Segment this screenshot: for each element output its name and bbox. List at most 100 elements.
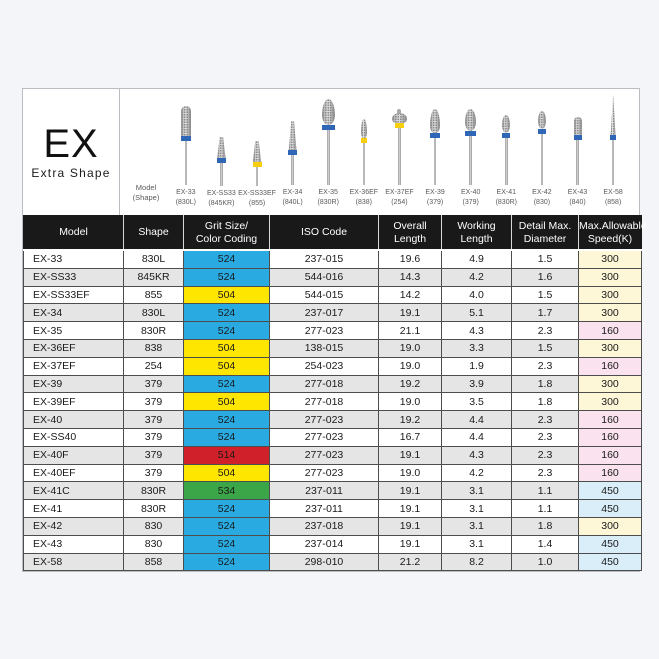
series-name: Extra Shape bbox=[31, 166, 111, 180]
bur-shape-code: (379) bbox=[462, 199, 479, 207]
bur-color-band bbox=[180, 136, 191, 141]
diameter-cell: 1.5 bbox=[511, 338, 579, 358]
model-cell: EX-33 bbox=[23, 249, 124, 269]
bur-illustration bbox=[252, 95, 262, 186]
iso-cell: 138-015 bbox=[269, 338, 379, 358]
model-cell: EX-34 bbox=[23, 303, 124, 323]
bur-illustration bbox=[465, 95, 477, 186]
working-length-cell: 3.1 bbox=[441, 516, 512, 536]
diameter-cell: 1.0 bbox=[511, 552, 579, 572]
working-length-cell: 4.9 bbox=[441, 249, 512, 269]
iso-cell: 298-010 bbox=[269, 552, 379, 572]
bur-illustration bbox=[391, 95, 407, 186]
overall-length-cell: 19.1 bbox=[378, 481, 442, 501]
bur-illustration bbox=[610, 95, 617, 186]
bur-model-name: EX-SS33EF bbox=[238, 189, 276, 197]
bur-figure: EX-36EF (838) bbox=[346, 95, 382, 211]
model-cell: EX-41 bbox=[23, 499, 124, 518]
diameter-cell: 1.8 bbox=[511, 516, 579, 536]
speed-cell: 160 bbox=[578, 427, 642, 447]
bur-model-name: EX-SS33 bbox=[207, 189, 236, 197]
table-row: EX-34 830L 524 237-017 19.1 5.1 1.7 300 bbox=[23, 303, 642, 323]
table-row: EX-37EF 254 504 254-023 19.0 1.9 2.3 160 bbox=[23, 356, 642, 376]
grit-cell: 504 bbox=[183, 338, 270, 358]
model-cell: EX-37EF bbox=[23, 356, 124, 376]
column-header-overall-length: Overall Length bbox=[378, 215, 442, 251]
grit-cell: 504 bbox=[183, 463, 270, 483]
working-length-cell: 3.1 bbox=[441, 481, 512, 501]
bur-gallery: Model (Shape) EX-33 (830L) EX-SS33 (845KR) E… bbox=[120, 89, 639, 215]
bur-label: EX-42 (830) bbox=[532, 185, 551, 211]
bur-shaft bbox=[504, 137, 508, 186]
table-row: EX-58 858 524 298-010 21.2 8.2 1.0 450 bbox=[23, 552, 642, 572]
iso-cell: 237-018 bbox=[269, 516, 379, 536]
speed-cell: 300 bbox=[578, 249, 642, 269]
bur-label: EX-36EF (838) bbox=[350, 185, 378, 211]
bur-label: EX-58 (858) bbox=[603, 185, 622, 211]
shape-cell: 379 bbox=[123, 427, 184, 447]
iso-cell: 277-018 bbox=[269, 392, 379, 412]
diameter-cell: 1.4 bbox=[511, 534, 579, 554]
iso-cell: 237-015 bbox=[269, 249, 379, 269]
bur-label: EX-39 (379) bbox=[425, 185, 444, 211]
bur-shape-code: (858) bbox=[604, 199, 622, 207]
bur-shape-code: (830) bbox=[533, 199, 551, 207]
column-header-grit: Grit Size/ Color Coding bbox=[183, 215, 270, 251]
iso-cell: 254-023 bbox=[269, 356, 379, 376]
bur-model-name: EX-41 bbox=[496, 189, 517, 197]
spec-table-body: EX-33 830L 524 237-015 19.6 4.9 1.5 300 EX-SS33 8… bbox=[23, 249, 642, 572]
bur-figure: EX-43 (840) bbox=[560, 95, 596, 211]
shape-cell: 379 bbox=[123, 410, 184, 429]
overall-length-cell: 19.2 bbox=[378, 410, 442, 429]
bur-figure: EX-58 (858) bbox=[595, 95, 631, 211]
diameter-cell: 1.1 bbox=[511, 499, 579, 518]
diameter-cell: 2.3 bbox=[511, 445, 579, 465]
overall-length-cell: 19.0 bbox=[378, 356, 442, 376]
bur-label: EX-37EF (254) bbox=[385, 185, 413, 211]
table-row: EX-SS33EF 855 504 544-015 14.2 4.0 1.5 300 bbox=[23, 285, 642, 305]
speed-cell: 300 bbox=[578, 374, 642, 394]
speed-cell: 450 bbox=[578, 534, 642, 554]
bur-head-shape bbox=[430, 109, 441, 133]
grit-cell: 504 bbox=[183, 285, 270, 305]
bur-head-shape bbox=[321, 99, 335, 125]
shape-cell: 858 bbox=[123, 552, 184, 572]
speed-cell: 160 bbox=[578, 410, 642, 429]
grit-cell: 524 bbox=[183, 303, 270, 323]
working-length-cell: 3.9 bbox=[441, 374, 512, 394]
shape-cell: 830R bbox=[123, 481, 184, 501]
bur-figure: EX-42 (830) bbox=[524, 95, 560, 211]
speed-cell: 160 bbox=[578, 463, 642, 483]
grit-cell: 524 bbox=[183, 267, 270, 287]
bur-head-shape bbox=[288, 121, 297, 150]
bur-illustration bbox=[430, 95, 441, 186]
bur-figure: EX-41 (830R) bbox=[488, 95, 524, 211]
model-cell: EX-39EF bbox=[23, 392, 124, 412]
overall-length-cell: 21.2 bbox=[378, 552, 442, 572]
bur-shaft bbox=[291, 154, 294, 186]
bur-illustration bbox=[216, 95, 226, 186]
grit-cell: 524 bbox=[183, 249, 270, 269]
bur-model-name: EX-36EF bbox=[349, 189, 379, 197]
shape-cell: 830 bbox=[123, 516, 184, 536]
bur-illustration bbox=[573, 95, 582, 186]
bur-model-name: EX-34 bbox=[282, 189, 303, 197]
bur-illustration bbox=[321, 95, 335, 186]
speed-cell: 300 bbox=[578, 303, 642, 323]
bur-label: EX-34 (840L) bbox=[283, 185, 303, 211]
overall-length-cell: 19.1 bbox=[378, 516, 442, 536]
bur-shaft bbox=[184, 140, 188, 186]
iso-cell: 277-023 bbox=[269, 427, 379, 447]
iso-cell: 277-023 bbox=[269, 463, 379, 483]
table-row: EX-40EF 379 504 277-023 19.0 4.2 2.3 160 bbox=[23, 463, 642, 483]
bur-shape-code: (830R) bbox=[317, 199, 339, 207]
diameter-cell: 1.6 bbox=[511, 267, 579, 287]
speed-cell: 160 bbox=[578, 356, 642, 376]
bur-label: EX-33 (830L) bbox=[176, 185, 196, 211]
working-length-cell: 4.4 bbox=[441, 427, 512, 447]
model-cell: EX-35 bbox=[23, 321, 124, 340]
model-cell: EX-41C bbox=[23, 481, 124, 501]
model-cell: EX-SS33EF bbox=[23, 285, 124, 305]
bur-figure: EX-SS33EF (855) bbox=[238, 95, 276, 211]
bur-head-shape bbox=[610, 95, 616, 135]
